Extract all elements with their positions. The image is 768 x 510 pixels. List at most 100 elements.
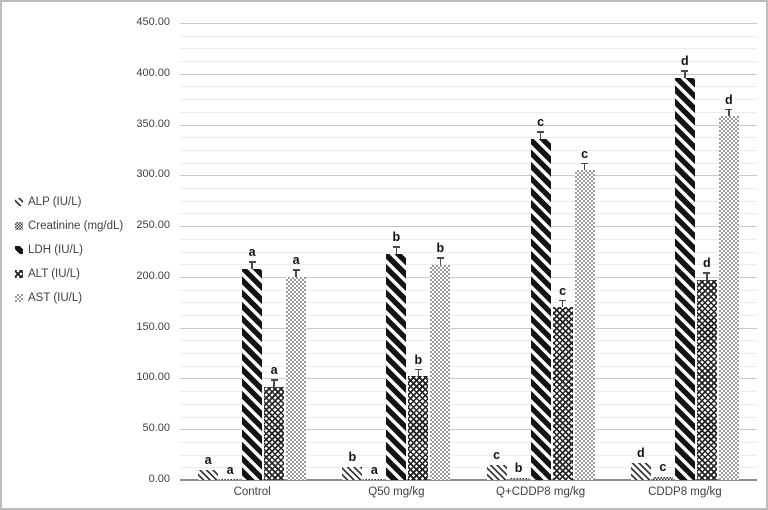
significance-letter: c [659, 460, 667, 475]
bar-creatinine-group3 [508, 477, 529, 480]
minor-gridline [180, 416, 757, 418]
minor-gridline [180, 441, 757, 443]
bar-creatinine-group2 [364, 479, 385, 480]
minor-gridline [180, 61, 757, 63]
bar-creatinine-group1 [220, 479, 241, 480]
minor-gridline [180, 188, 757, 190]
significance-letter: b [514, 461, 523, 476]
legend-label: ALT (IU/L) [28, 268, 80, 280]
minor-gridline [180, 238, 757, 240]
legend-item: ALP (IU/L) [15, 196, 123, 208]
error-bar-stem [706, 273, 708, 280]
significance-letter: b [436, 241, 445, 256]
minor-gridline [180, 149, 757, 151]
minor-gridline [180, 162, 757, 164]
y-tick-label: 200.00 [136, 269, 170, 282]
significance-letter: d [703, 256, 711, 271]
alp-pattern-swatch-icon [15, 198, 23, 206]
significance-letter: a [204, 453, 212, 468]
bar-ast-group4 [718, 116, 739, 480]
ast-pattern-swatch-icon [15, 294, 23, 302]
significance-letter: d [725, 92, 733, 107]
minor-gridline [180, 314, 757, 316]
legend-item: Creatinine (mg/dL) [15, 220, 123, 232]
minor-gridline [180, 365, 757, 367]
major-gridline [180, 124, 757, 126]
minor-gridline [180, 111, 757, 113]
bar-ldh-group2 [386, 253, 407, 480]
bar-alt-group2 [408, 376, 429, 480]
significance-letter: b [392, 230, 401, 245]
major-gridline [180, 23, 757, 24]
error-bar-stem [539, 132, 542, 139]
y-tick-label: 150.00 [136, 320, 170, 333]
minor-gridline [180, 391, 757, 393]
category-label: Q50 mg/kg [368, 486, 425, 498]
error-bar-cap [537, 131, 545, 133]
minor-gridline [180, 200, 757, 202]
minor-gridline [180, 86, 757, 88]
y-tick-label: 0.00 [148, 473, 170, 485]
minor-gridline [180, 48, 757, 50]
minor-gridline [180, 251, 757, 253]
error-bar-stem [295, 270, 297, 277]
major-gridline [180, 276, 757, 278]
significance-letter: c [537, 115, 545, 130]
legend: ALP (IU/L) Creatinine (mg/dL) LDH (IU/L) AL… [15, 196, 123, 304]
bar-alp-group4 [630, 462, 651, 480]
y-tick-label: 450.00 [136, 16, 170, 28]
error-bar-cap [248, 261, 256, 263]
bar-ast-group2 [430, 264, 451, 480]
minor-gridline [180, 454, 757, 456]
error-bar-cap [703, 272, 711, 274]
category-label: Control [233, 486, 271, 498]
significance-letter: c [493, 448, 501, 463]
bar-alt-group1 [264, 386, 285, 480]
error-bar-cap [414, 368, 422, 371]
error-bar-cap [392, 246, 400, 248]
bar-alp-group3 [486, 464, 507, 480]
bar-ast-group1 [286, 276, 307, 480]
significance-letter: a [292, 253, 300, 268]
ldh-pattern-swatch-icon [15, 246, 23, 254]
x-axis-line [180, 479, 757, 481]
legend-label: Creatinine (mg/dL) [28, 220, 124, 232]
error-bar-cap [559, 299, 567, 302]
minor-gridline [180, 353, 757, 355]
significance-letter: d [681, 54, 689, 69]
bar-alp-group1 [198, 469, 219, 480]
error-bar-cap [436, 257, 444, 259]
y-tick-label: 100.00 [136, 371, 170, 384]
significance-letter: d [637, 446, 645, 461]
minor-gridline [180, 35, 757, 37]
minor-gridline [180, 289, 757, 291]
minor-gridline [180, 340, 757, 342]
major-gridline [180, 378, 757, 380]
y-tick-label: 250.00 [136, 219, 170, 232]
bar-ldh-group4 [674, 77, 695, 480]
error-bar-stem [728, 110, 730, 117]
error-bar-stem [561, 301, 564, 308]
legend-label: ALP (IU/L) [28, 196, 82, 208]
legend-item: AST (IU/L) [15, 292, 123, 304]
y-tick-label: 400.00 [136, 66, 170, 79]
minor-gridline [180, 264, 757, 266]
category-label: CDDP8 mg/kg [648, 486, 722, 498]
alt-pattern-swatch-icon [15, 270, 23, 278]
error-bar-cap [270, 379, 278, 381]
major-gridline [180, 175, 757, 177]
minor-gridline [180, 302, 757, 304]
minor-gridline [180, 99, 757, 101]
major-gridline [180, 327, 757, 329]
bar-ast-group3 [574, 170, 595, 480]
significance-letter: a [370, 462, 378, 477]
legend-item: ALT (IU/L) [15, 268, 123, 280]
y-tick-label: 350.00 [136, 117, 170, 130]
error-bar-stem [684, 71, 686, 78]
creatinine-pattern-swatch-icon [15, 222, 23, 230]
bar-ldh-group1 [242, 268, 263, 480]
y-tick-label: 50.00 [142, 422, 170, 435]
error-bar-stem [583, 164, 586, 171]
